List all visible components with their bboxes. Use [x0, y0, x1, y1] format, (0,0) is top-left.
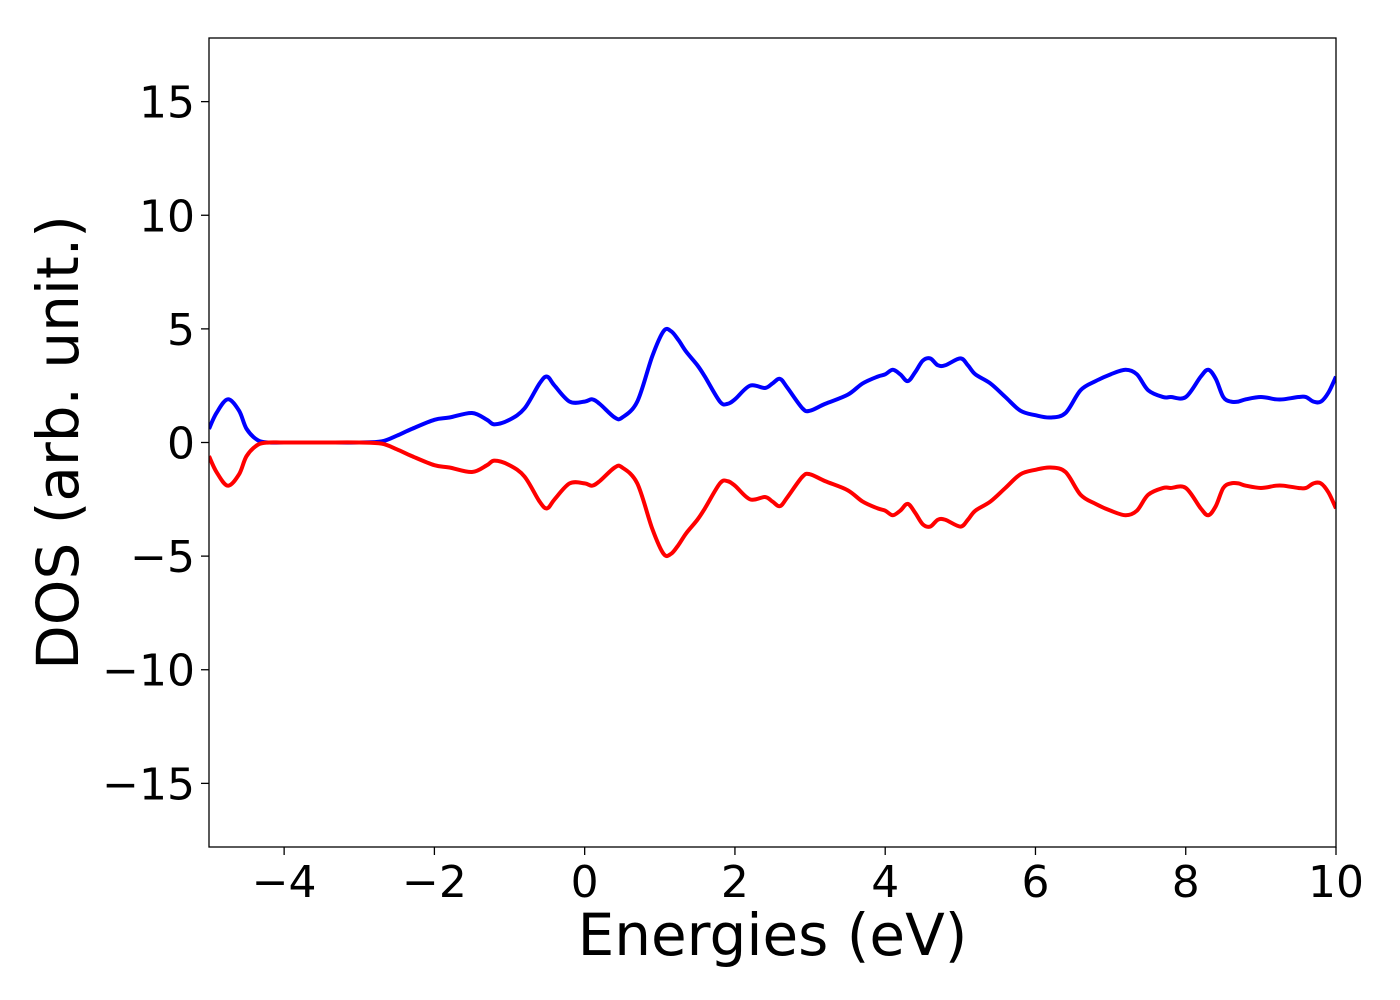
x-tick-label: 10	[1308, 857, 1364, 908]
x-axis-label: Energies (eV)	[578, 901, 968, 969]
y-tick-label: 5	[167, 305, 195, 356]
y-tick-label: 0	[167, 419, 195, 470]
y-tick-label: 10	[139, 191, 195, 242]
x-tick-label: 2	[721, 857, 749, 908]
x-tick-label: −2	[402, 857, 467, 908]
x-tick-label: 8	[1172, 857, 1200, 908]
dos-series-line-positive	[209, 326, 1336, 445]
y-tick-label: 15	[139, 78, 195, 129]
y-tick-label: −5	[130, 532, 195, 583]
x-tick-label: 4	[871, 857, 899, 908]
y-tick-label: −15	[102, 759, 195, 810]
x-tick-label: 6	[1021, 857, 1049, 908]
x-axis-ticks: −4 −2 0 2 4 6 8 10	[252, 847, 1364, 908]
x-tick-label: −4	[252, 857, 317, 908]
x-tick-label: 0	[571, 857, 599, 908]
dos-series-line-negative	[209, 440, 1336, 559]
y-axis-label: DOS (arb. unit.)	[24, 215, 92, 670]
y-axis-ticks: 15 10 5 0 −5 −10 −15	[102, 78, 209, 810]
series-layer	[209, 326, 1336, 559]
y-tick-label: −10	[102, 646, 195, 697]
